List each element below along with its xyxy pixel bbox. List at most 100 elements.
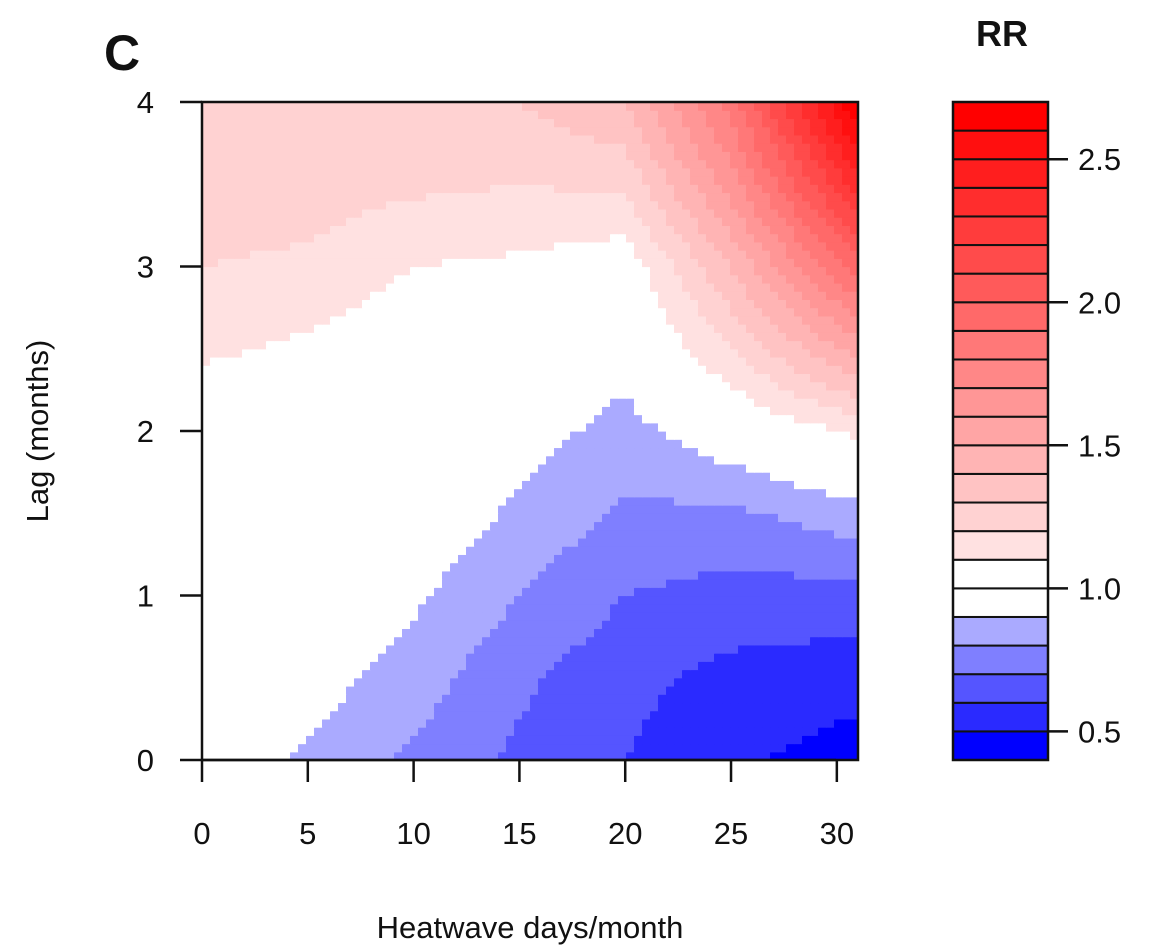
contour-cell	[850, 505, 858, 514]
contour-cell	[650, 356, 659, 366]
contour-cell	[834, 727, 843, 736]
contour-cell	[322, 373, 331, 383]
contour-cell	[322, 710, 331, 720]
contour-cell	[370, 751, 379, 760]
contour-cell	[258, 389, 267, 399]
contour-cell	[762, 554, 771, 564]
contour-cell	[778, 282, 787, 292]
contour-cell	[522, 529, 531, 539]
contour-cell	[594, 735, 603, 745]
contour-cell	[522, 414, 531, 424]
contour-cell	[410, 315, 419, 325]
contour-cell	[370, 653, 379, 662]
contour-cell	[594, 661, 603, 671]
contour-cell	[578, 587, 587, 597]
contour-cell	[810, 373, 819, 383]
contour-cell	[386, 751, 395, 760]
contour-cell	[650, 702, 659, 712]
contour-cell	[682, 324, 691, 333]
contour-cell	[618, 356, 627, 366]
contour-cell	[482, 751, 491, 760]
contour-cell	[298, 636, 307, 646]
contour-cell	[514, 653, 523, 662]
contour-cell	[762, 579, 771, 588]
contour-cell	[258, 735, 267, 745]
contour-cell	[458, 422, 467, 432]
contour-cell	[290, 735, 299, 745]
contour-cell	[506, 356, 515, 366]
contour-cell	[250, 488, 259, 498]
contour-cell	[346, 365, 355, 375]
contour-cell	[290, 611, 299, 621]
contour-cell	[250, 677, 259, 687]
contour-cell	[562, 513, 571, 523]
contour-cell	[530, 718, 539, 728]
contour-cell	[266, 356, 275, 366]
contour-cell	[498, 406, 507, 416]
contour-cell	[354, 274, 363, 284]
contour-cell	[602, 661, 611, 671]
contour-cell	[242, 291, 251, 300]
contour-cell	[650, 710, 659, 720]
contour-cell	[594, 299, 603, 309]
contour-cell	[218, 266, 227, 276]
contour-cell	[322, 562, 331, 572]
contour-cell	[418, 258, 427, 268]
contour-cell	[210, 620, 219, 629]
contour-cell	[346, 439, 355, 449]
contour-cell	[722, 431, 731, 440]
contour-cell	[410, 282, 419, 292]
contour-cell	[570, 365, 579, 375]
contour-cell	[410, 373, 419, 383]
contour-cell	[618, 496, 627, 506]
contour-cell	[602, 702, 611, 712]
contour-cell	[586, 653, 595, 662]
contour-cell	[626, 299, 635, 309]
contour-cell	[746, 422, 755, 432]
contour-cell	[794, 620, 803, 629]
contour-cell	[282, 735, 291, 745]
contour-cell	[714, 447, 723, 457]
contour-cell	[346, 685, 355, 695]
contour-cell	[706, 694, 715, 704]
contour-cell	[714, 513, 723, 523]
contour-cell	[370, 439, 379, 449]
contour-cell	[506, 603, 515, 613]
contour-cell	[610, 521, 619, 531]
contour-cell	[354, 570, 363, 580]
contour-cell	[754, 299, 763, 309]
contour-cell	[466, 669, 475, 679]
contour-cell	[658, 653, 667, 662]
contour-cell	[450, 291, 459, 300]
contour-cell	[362, 636, 371, 646]
contour-cell	[690, 685, 699, 695]
contour-cell	[498, 373, 507, 383]
contour-cell	[834, 513, 843, 523]
contour-cell	[538, 431, 547, 440]
contour-cell	[722, 348, 731, 358]
contour-cell	[442, 258, 451, 268]
contour-cell	[506, 472, 515, 481]
contour-cell	[274, 702, 283, 712]
contour-cell	[346, 620, 355, 629]
contour-cell	[202, 735, 211, 745]
contour-cell	[778, 603, 787, 613]
contour-cell	[434, 463, 443, 473]
contour-cell	[586, 587, 595, 597]
contour-cell	[794, 636, 803, 646]
contour-cell	[722, 258, 731, 268]
contour-cell	[202, 463, 211, 473]
contour-cell	[754, 315, 763, 325]
contour-cell	[586, 661, 595, 671]
contour-cell	[466, 611, 475, 621]
contour-cell	[594, 472, 603, 481]
contour-cell	[570, 488, 579, 498]
contour-cell	[706, 414, 715, 424]
contour-cell	[466, 356, 475, 366]
contour-cell	[754, 579, 763, 588]
contour-cell	[290, 537, 299, 547]
contour-cell	[778, 685, 787, 695]
contour-cell	[474, 669, 483, 679]
contour-cell	[794, 644, 803, 654]
contour-cell	[714, 324, 723, 333]
